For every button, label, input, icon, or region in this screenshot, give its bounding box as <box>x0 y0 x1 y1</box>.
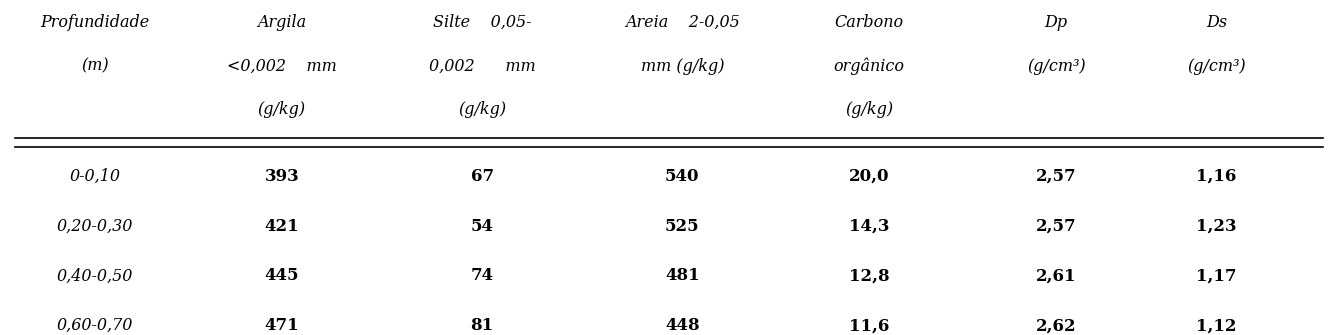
Text: 421: 421 <box>265 218 300 235</box>
Text: 2,62: 2,62 <box>1036 317 1077 334</box>
Text: 0,60-0,70: 0,60-0,70 <box>56 317 132 334</box>
Text: 471: 471 <box>265 317 300 334</box>
Text: 393: 393 <box>265 168 300 185</box>
Text: 2,61: 2,61 <box>1036 267 1077 284</box>
Text: 0,002      mm: 0,002 mm <box>428 58 535 75</box>
Text: 0,40-0,50: 0,40-0,50 <box>56 267 132 284</box>
Text: 14,3: 14,3 <box>850 218 890 235</box>
Text: 540: 540 <box>665 168 700 185</box>
Text: (g/cm³): (g/cm³) <box>1187 58 1246 75</box>
Text: 12,8: 12,8 <box>850 267 890 284</box>
Text: (g/kg): (g/kg) <box>258 101 306 118</box>
Text: 481: 481 <box>665 267 700 284</box>
Text: 1,23: 1,23 <box>1196 218 1236 235</box>
Text: Ds: Ds <box>1206 14 1227 31</box>
Text: 0-0,10: 0-0,10 <box>70 168 120 185</box>
Text: 2,57: 2,57 <box>1036 168 1077 185</box>
Text: mm (g/kg): mm (g/kg) <box>641 58 724 75</box>
Text: Carbono: Carbono <box>835 14 904 31</box>
Text: 445: 445 <box>265 267 298 284</box>
Text: 2,57: 2,57 <box>1036 218 1077 235</box>
Text: <0,002    mm: <0,002 mm <box>227 58 337 75</box>
Text: 0,20-0,30: 0,20-0,30 <box>56 218 132 235</box>
Text: 1,16: 1,16 <box>1196 168 1236 185</box>
Text: 20,0: 20,0 <box>850 168 890 185</box>
Text: Areia    2-0,05: Areia 2-0,05 <box>625 14 740 31</box>
Text: 1,17: 1,17 <box>1196 267 1236 284</box>
Text: 54: 54 <box>471 218 494 235</box>
Text: Profundidade: Profundidade <box>40 14 150 31</box>
Text: 1,12: 1,12 <box>1196 317 1236 334</box>
Text: (g/kg): (g/kg) <box>458 101 506 118</box>
Text: 81: 81 <box>471 317 494 334</box>
Text: (g/kg): (g/kg) <box>846 101 894 118</box>
Text: 525: 525 <box>665 218 700 235</box>
Text: Dp: Dp <box>1045 14 1068 31</box>
Text: Argila: Argila <box>257 14 306 31</box>
Text: 448: 448 <box>665 317 700 334</box>
Text: (m): (m) <box>82 58 108 75</box>
Text: 11,6: 11,6 <box>850 317 890 334</box>
Text: (g/cm³): (g/cm³) <box>1026 58 1085 75</box>
Text: orgânico: orgânico <box>834 58 904 75</box>
Text: Silte    0,05-: Silte 0,05- <box>432 14 531 31</box>
Text: 67: 67 <box>471 168 494 185</box>
Text: 74: 74 <box>471 267 494 284</box>
